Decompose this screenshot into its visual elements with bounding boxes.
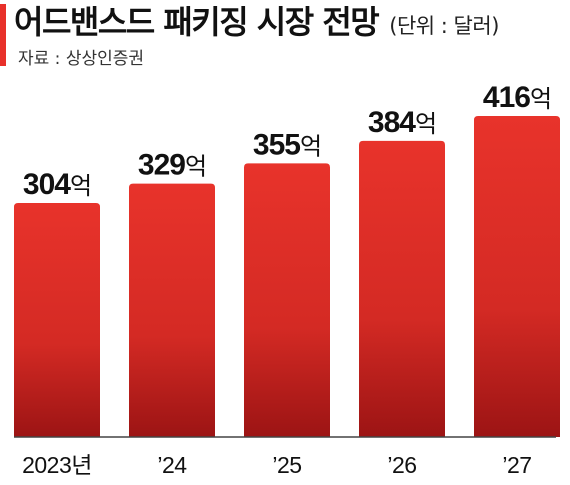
title-accent-bar [0, 4, 6, 66]
value-label-1: 329억 [138, 149, 206, 182]
value-label-0: 304억 [23, 168, 91, 201]
value-label-2: 355억 [253, 128, 321, 161]
unit-note: (단위 : 달러) [389, 14, 499, 38]
x-tick-labels-layer: 2023년 ’24 ’25 ’26 ’27 [22, 452, 532, 478]
value-label-3: 384억 [368, 106, 436, 139]
x-tick-label-1: ’24 [157, 452, 187, 478]
source-note: 자료 : 상상인증권 [18, 49, 145, 69]
bar-4 [474, 116, 560, 437]
bar-1 [129, 183, 215, 437]
x-tick-label-4: ’27 [502, 452, 531, 478]
title-row: 어드밴스드 패키징 시장 전망 (단위 : 달러) [14, 2, 499, 48]
bar-2 [244, 163, 330, 438]
bars-layer [14, 116, 560, 438]
chart-title: 어드밴스드 패키징 시장 전망 [14, 3, 380, 41]
x-tick-label-3: ’26 [387, 452, 416, 478]
bar-3 [359, 140, 445, 437]
value-labels-layer: 304억 329억 355억 384억 416억 [23, 81, 552, 201]
x-tick-label-0: 2023년 [22, 452, 92, 478]
x-tick-label-2: ’25 [272, 452, 301, 478]
bar-0 [14, 203, 100, 437]
value-label-4: 416억 [483, 81, 551, 114]
